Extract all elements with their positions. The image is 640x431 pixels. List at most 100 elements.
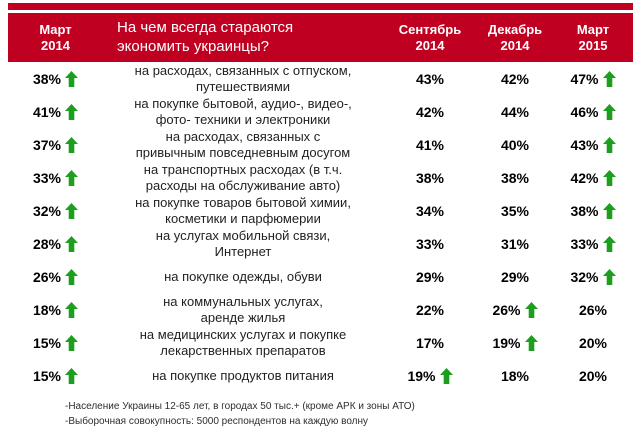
value-september-2014-text: 41% — [415, 136, 445, 153]
value-december-2014: 18% — [477, 368, 553, 384]
up-arrow-icon — [65, 235, 79, 252]
value-march-2015: 32% — [553, 268, 633, 285]
table-row: 33% на транспортных расходах (в т.ч. расх… — [8, 161, 633, 194]
value-september-2014-text: 17% — [415, 334, 445, 351]
value-march-2014: 28% — [8, 235, 103, 252]
value-december-2014-text: 26% — [492, 301, 521, 318]
value-september-2014-text: 33% — [415, 235, 445, 252]
up-arrow-icon — [65, 103, 79, 120]
up-arrow-icon — [65, 268, 79, 285]
value-september-2014: 42% — [383, 104, 477, 120]
value-march-2014: 15% — [8, 334, 103, 351]
up-arrow-icon — [602, 202, 616, 219]
table-row: 32% на покупке товаров бытовой химии, кос… — [8, 194, 633, 227]
up-arrow-icon — [524, 301, 538, 318]
top-accent-strip — [8, 3, 633, 10]
value-december-2014-text: 42% — [500, 70, 530, 87]
category-label: на покупке продуктов питания — [152, 367, 334, 383]
value-march-2015-text: 20% — [578, 334, 608, 351]
value-march-2015: 43% — [553, 136, 633, 153]
value-march-2015-text: 26% — [578, 301, 608, 318]
table-row: 18% на коммунальных услугах, аренде жилья… — [8, 293, 633, 326]
category-label: на коммунальных услугах, аренде жилья — [163, 294, 323, 325]
value-march-2014-text: 33% — [32, 169, 62, 186]
up-arrow-icon — [524, 334, 538, 351]
value-september-2014-text: 38% — [415, 169, 445, 186]
value-september-2014-text: 29% — [415, 268, 445, 285]
category-cell: на расходах, связанных с привычным повсе… — [103, 129, 383, 159]
value-march-2014-text: 26% — [32, 268, 62, 285]
value-march-2014-text: 15% — [32, 334, 62, 351]
table-title: На чем всегда стараются экономить украин… — [117, 18, 294, 55]
value-march-2015: 46% — [553, 103, 633, 120]
value-march-2014: 26% — [8, 268, 103, 285]
table-row: 26% на покупке одежды, обуви 29% 29% 32% — [8, 260, 633, 293]
value-september-2014-text: 19% — [407, 367, 436, 384]
value-march-2014-text: 18% — [32, 301, 62, 318]
value-september-2014-text: 22% — [415, 301, 445, 318]
value-september-2014: 29% — [383, 269, 477, 285]
value-september-2014: 34% — [383, 203, 477, 219]
value-march-2014-text: 32% — [32, 202, 62, 219]
category-cell: на коммунальных услугах, аренде жилья — [103, 294, 383, 324]
value-september-2014: 43% — [383, 71, 477, 87]
up-arrow-icon — [65, 202, 79, 219]
value-march-2015-text: 20% — [578, 367, 608, 384]
table-row: 37% на расходах, связанных с привычным по… — [8, 128, 633, 161]
category-label: на расходах, связанных с привычным повсе… — [135, 129, 351, 160]
category-cell: на услугах мобильной связи, Интернет — [103, 228, 383, 258]
column-header-september-2014: Сентябрь 2014 — [398, 21, 462, 53]
category-label: на расходах, связанных с отпуском, путеш… — [134, 63, 352, 94]
up-arrow-icon — [65, 169, 79, 186]
value-december-2014: 29% — [477, 269, 553, 285]
value-march-2015-text: 32% — [570, 268, 599, 285]
up-arrow-icon — [602, 268, 616, 285]
value-december-2014: 31% — [477, 236, 553, 252]
table-header: Март 2014 На чем всегда стараются эконом… — [8, 13, 633, 62]
value-march-2015-text: 47% — [570, 70, 599, 87]
table-row: 41% на покупке бытовой, аудио-, видео-, ф… — [8, 95, 633, 128]
value-december-2014: 40% — [477, 137, 553, 153]
value-march-2014: 33% — [8, 169, 103, 186]
value-december-2014: 26% — [477, 301, 553, 318]
value-december-2014-text: 38% — [500, 169, 530, 186]
value-september-2014: 41% — [383, 137, 477, 153]
value-march-2014: 38% — [8, 70, 103, 87]
value-march-2015: 20% — [553, 335, 633, 351]
up-arrow-icon — [602, 235, 616, 252]
value-march-2015: 47% — [553, 70, 633, 87]
table-body: 38% на расходах, связанных с отпуском, пу… — [8, 62, 633, 392]
value-march-2015-text: 38% — [570, 202, 599, 219]
up-arrow-icon — [602, 70, 616, 87]
value-march-2015: 33% — [553, 235, 633, 252]
value-december-2014-text: 31% — [500, 235, 530, 252]
value-march-2014: 32% — [8, 202, 103, 219]
category-label: на медицинских услугах и покупке лекарст… — [139, 327, 347, 358]
up-arrow-icon — [65, 136, 79, 153]
value-december-2014-text: 44% — [500, 103, 530, 120]
value-december-2014: 44% — [477, 104, 553, 120]
up-arrow-icon — [439, 367, 453, 384]
value-march-2014-text: 15% — [32, 367, 62, 384]
category-label: на покупке бытовой, аудио-, видео-, фото… — [134, 96, 352, 127]
value-september-2014-text: 42% — [415, 103, 445, 120]
value-september-2014: 19% — [383, 367, 477, 384]
column-header-march-2015: Март 2015 — [576, 21, 610, 53]
value-december-2014: 35% — [477, 203, 553, 219]
value-march-2015-text: 33% — [570, 235, 599, 252]
up-arrow-icon — [65, 70, 79, 87]
value-march-2015: 20% — [553, 368, 633, 384]
value-march-2014: 41% — [8, 103, 103, 120]
value-march-2014-text: 28% — [32, 235, 62, 252]
category-cell: на покупке одежды, обуви — [103, 269, 383, 284]
value-september-2014: 22% — [383, 302, 477, 318]
value-march-2015-text: 46% — [570, 103, 599, 120]
value-september-2014: 33% — [383, 236, 477, 252]
table-row: 28% на услугах мобильной связи, Интернет 3… — [8, 227, 633, 260]
value-march-2015: 42% — [553, 169, 633, 186]
category-label: на покупке товаров бытовой химии, космет… — [135, 195, 351, 226]
category-cell: на покупке продуктов питания — [103, 368, 383, 383]
value-december-2014-text: 35% — [500, 202, 530, 219]
column-header-december-2014: Декабрь 2014 — [487, 21, 543, 53]
table-row: 38% на расходах, связанных с отпуском, пу… — [8, 62, 633, 95]
